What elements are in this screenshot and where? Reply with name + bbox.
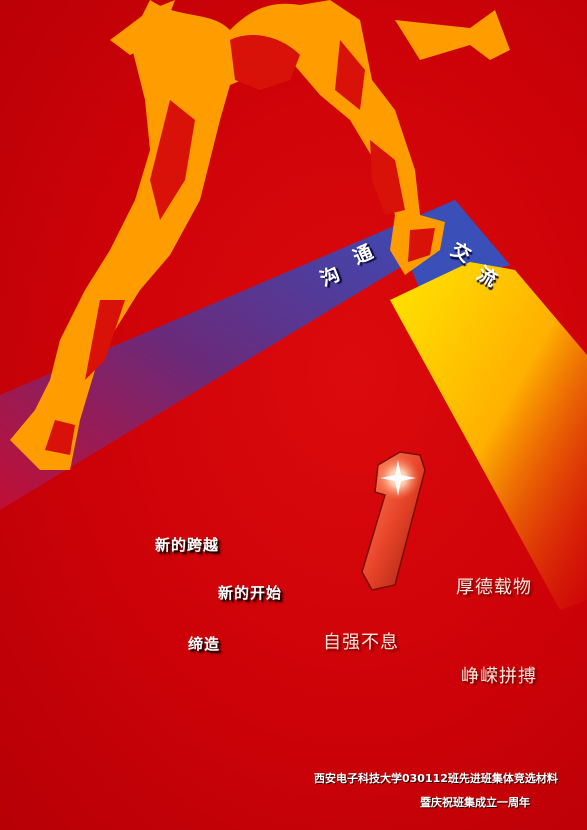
number-one-badge xyxy=(361,451,426,591)
runner-shading xyxy=(45,35,435,455)
footer-line-1: 西安电子科技大学030112班先进班集体竞选材料 xyxy=(314,772,558,785)
slogan-new-start: 新的开始 xyxy=(218,584,283,602)
runner-figure xyxy=(10,0,510,470)
slogan-new-leap: 新的跨越 xyxy=(155,536,220,554)
slogan-create: 缔造 xyxy=(188,635,221,653)
yellow-beam xyxy=(390,262,587,610)
motto-striving: 峥嵘拼搏 xyxy=(461,666,537,687)
blue-band xyxy=(0,200,470,510)
footer-line-2: 暨庆祝班集成立一周年 xyxy=(420,796,530,809)
motto-virtue: 厚德载物 xyxy=(456,577,532,598)
motto-self-strength: 自强不息 xyxy=(323,632,399,653)
